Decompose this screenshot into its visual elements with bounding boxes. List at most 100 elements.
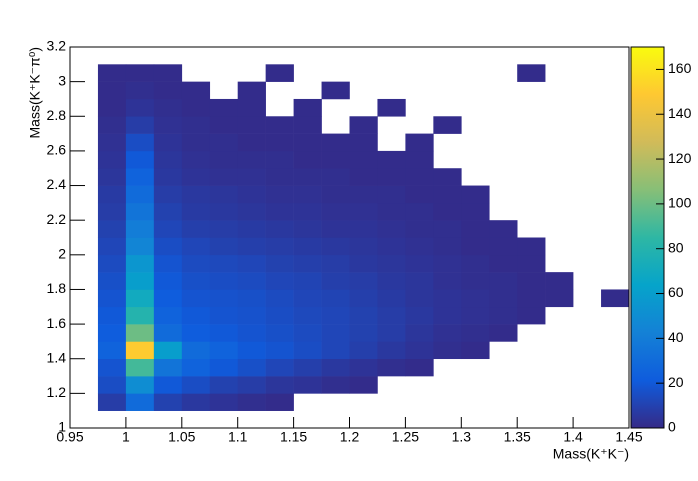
- heat-cell: [461, 47, 489, 65]
- heat-cell: [70, 238, 98, 256]
- heat-cell: [97, 220, 127, 238]
- heat-cell: [545, 220, 573, 238]
- heat-cell: [238, 47, 266, 65]
- heat-cell: [377, 376, 405, 394]
- heat-cell: [153, 393, 183, 411]
- heat-cell: [182, 411, 210, 429]
- heat-cell: [461, 254, 490, 273]
- y-tick-label: 2.8: [47, 107, 67, 123]
- heat-cell: [377, 254, 406, 273]
- heat-cell: [294, 47, 322, 65]
- heat-cell: [461, 82, 489, 100]
- heat-cell: [433, 185, 462, 204]
- z-tick-label: 80: [668, 239, 684, 255]
- heat-cell: [153, 289, 183, 308]
- heat-cell: [265, 116, 294, 134]
- heat-cell: [98, 47, 126, 65]
- heat-cell: [377, 168, 406, 186]
- heat-cell: [97, 64, 127, 82]
- heat-cell: [70, 289, 98, 307]
- heat-cell: [377, 220, 406, 238]
- heat-cell: [181, 289, 211, 308]
- heat-cell: [489, 376, 517, 394]
- y-tick-label: 3: [58, 72, 66, 88]
- heat-cell: [293, 306, 322, 325]
- heat-cell: [70, 272, 98, 290]
- heat-cell: [601, 411, 629, 429]
- heat-cell: [489, 47, 517, 65]
- heat-cell: [153, 116, 183, 134]
- heat-cell: [461, 272, 490, 290]
- heat-cell: [97, 150, 127, 169]
- y-tick-label: 1.6: [47, 315, 67, 331]
- heat-cell: [517, 341, 545, 359]
- heat-cell: [237, 237, 266, 256]
- heat-cell: [237, 98, 266, 117]
- heat-cell: [210, 47, 238, 65]
- heat-cell: [293, 376, 322, 394]
- heat-cell: [70, 307, 98, 325]
- heat-cell: [377, 358, 406, 377]
- heat-cell: [322, 393, 350, 411]
- heat-cell: [517, 289, 546, 308]
- heat-cell: [601, 341, 629, 359]
- heat-cell: [349, 168, 378, 186]
- heat-cell: [517, 376, 545, 394]
- heat-cell: [405, 254, 434, 273]
- heat-cell: [209, 358, 238, 377]
- heat-cell: [125, 341, 155, 360]
- heat-cell: [97, 202, 127, 221]
- heat-cell: [293, 341, 322, 360]
- heat-cell: [377, 82, 405, 100]
- heat-cell: [237, 376, 266, 394]
- heat-cell: [573, 99, 601, 117]
- heat-cell: [181, 133, 211, 152]
- heat-cell: [433, 64, 461, 82]
- heat-cell: [125, 272, 155, 290]
- heat-cell: [209, 116, 238, 134]
- heat-cell: [350, 393, 378, 411]
- heat-cell: [517, 220, 545, 238]
- heat-cell: [405, 82, 433, 100]
- heat-cell: [97, 237, 127, 256]
- heat-cell: [545, 151, 573, 169]
- heat-cell: [461, 202, 490, 221]
- heat-cell: [517, 306, 546, 325]
- heat-cell: [573, 47, 601, 65]
- z-tick-label: 160: [668, 60, 692, 76]
- heat-cell: [153, 341, 183, 360]
- heat-cell: [209, 306, 238, 325]
- heat-cell: [70, 411, 98, 429]
- heat-cell: [153, 64, 183, 82]
- x-axis-title: Mass(K⁺K⁻): [553, 446, 629, 462]
- heat-cell: [181, 393, 211, 411]
- heat-cell: [182, 47, 210, 65]
- heat-cell: [153, 150, 183, 169]
- heat-cell: [153, 81, 183, 100]
- heat-cell: [517, 411, 545, 429]
- heat-cell: [153, 272, 183, 290]
- heat-cell: [153, 237, 183, 256]
- heat-cell: [349, 116, 378, 134]
- heat-cell: [209, 341, 238, 360]
- heat-cell: [70, 324, 98, 342]
- heat-cell: [601, 238, 629, 256]
- heat-cell: [517, 64, 546, 82]
- heat-cell: [97, 116, 127, 134]
- heat-cell: [601, 324, 629, 342]
- heat-cell: [98, 411, 126, 429]
- heat-cell: [461, 359, 489, 377]
- heat-cell: [209, 289, 238, 308]
- heat-cell: [153, 185, 183, 204]
- heat-cell: [433, 324, 462, 342]
- heat-cell: [321, 220, 350, 238]
- heat-cell: [153, 220, 183, 238]
- heat-cell: [545, 341, 573, 359]
- heat-cell: [153, 133, 183, 152]
- heat-cell: [70, 47, 98, 65]
- heat-cell: [545, 411, 573, 429]
- heat-cell: [545, 289, 574, 308]
- heat-cell: [433, 99, 461, 117]
- heat-cell: [237, 306, 266, 325]
- heat-cell: [601, 307, 629, 325]
